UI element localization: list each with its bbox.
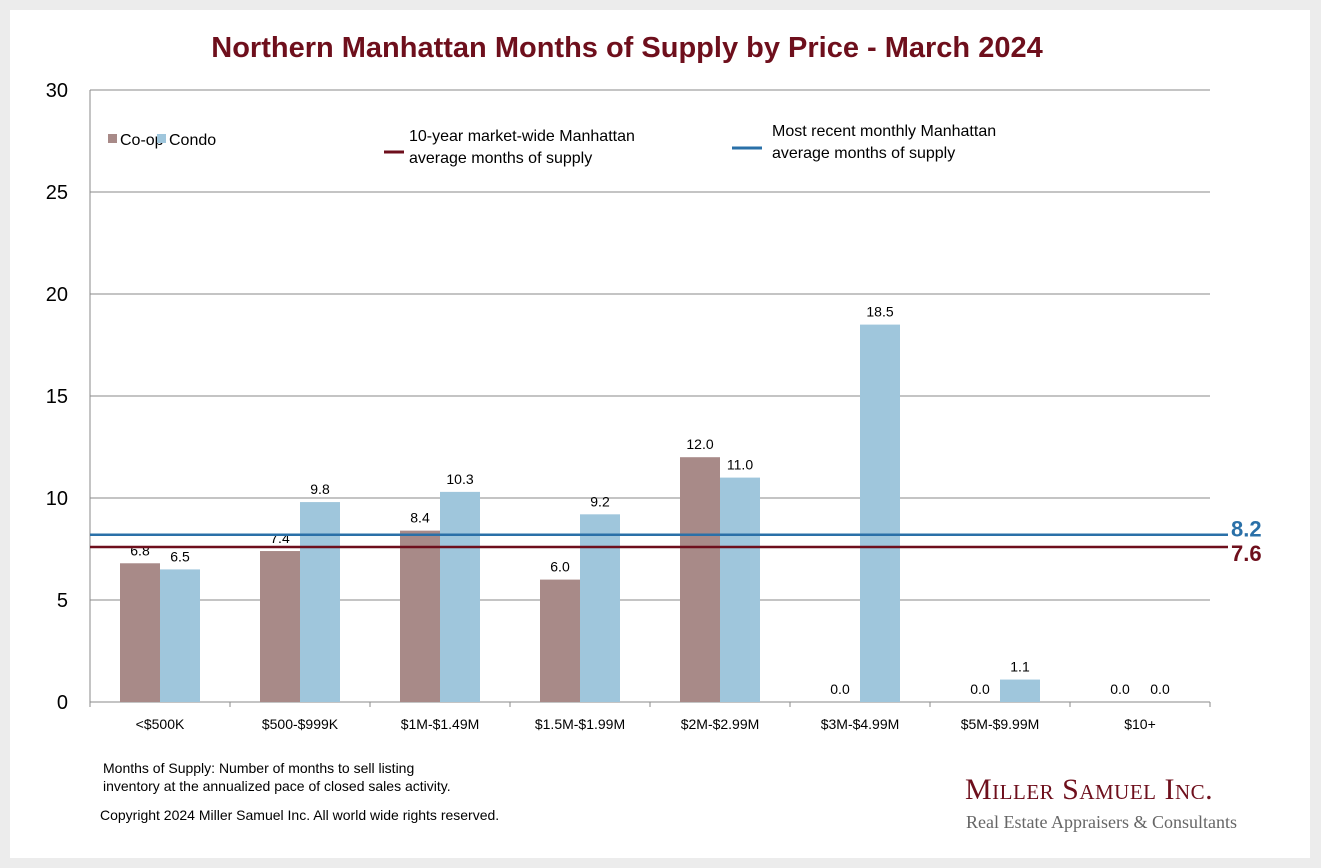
legend-label: Most recent monthly Manhattan: [772, 123, 996, 140]
data-label: 6.5: [170, 548, 190, 564]
data-label: 6.0: [550, 559, 570, 575]
legend-label: Condo: [169, 132, 216, 149]
y-tick-label: 5: [57, 590, 68, 612]
bar-co-op: [260, 551, 300, 702]
y-tick-label: 25: [46, 182, 68, 204]
definition-line-2: inventory at the annualized pace of clos…: [103, 778, 451, 794]
bar-co-op: [120, 563, 160, 702]
x-tick-label: $10+: [1124, 716, 1156, 732]
data-label: 7.4: [270, 530, 290, 546]
legend-label: Co-op: [120, 132, 164, 149]
data-label: 0.0: [970, 681, 990, 697]
y-tick-label: 20: [46, 284, 68, 306]
reference-line-label: 8.2: [1231, 517, 1262, 542]
legend-label: average months of supply: [772, 145, 955, 162]
definition-line-1: Months of Supply: Number of months to se…: [103, 760, 415, 776]
y-tick-label: 30: [46, 80, 68, 102]
reference-line-label: 7.6: [1231, 541, 1262, 566]
data-label: 18.5: [866, 304, 893, 320]
x-tick-label: <$500K: [136, 716, 185, 732]
data-label: 10.3: [446, 471, 473, 487]
x-tick-label: $3M-$4.99M: [821, 716, 900, 732]
x-tick-label: $1.5M-$1.99M: [535, 716, 625, 732]
data-label: 0.0: [1150, 681, 1170, 697]
x-tick-label: $2M-$2.99M: [681, 716, 760, 732]
y-tick-label: 10: [46, 488, 68, 510]
legend-label: average months of supply: [409, 150, 592, 167]
data-label: 9.2: [590, 493, 610, 509]
data-label: 0.0: [1110, 681, 1130, 697]
bar-condo: [300, 502, 340, 702]
copyright-note: Copyright 2024 Miller Samuel Inc. All wo…: [100, 807, 500, 823]
bar-co-op: [680, 457, 720, 702]
data-label: 11.0: [727, 457, 753, 473]
data-label: 12.0: [686, 436, 713, 452]
chart-title: Northern Manhattan Months of Supply by P…: [211, 32, 1043, 64]
data-label: 0.0: [830, 681, 850, 697]
bar-condo: [580, 514, 620, 702]
logo-name: Miller Samuel Inc.: [965, 773, 1214, 806]
x-tick-label: $500-$999K: [262, 716, 339, 732]
legend-label: 10-year market-wide Manhattan: [409, 128, 635, 145]
data-label: 9.8: [310, 481, 330, 497]
y-tick-label: 0: [57, 692, 68, 714]
data-label: 8.4: [410, 510, 430, 526]
bar-co-op: [540, 579, 580, 702]
y-tick-label: 15: [46, 386, 68, 408]
bar-condo: [160, 569, 200, 702]
data-label: 1.1: [1010, 659, 1030, 675]
logo-tagline: Real Estate Appraisers & Consultants: [966, 812, 1237, 832]
legend-swatch-condo: [157, 134, 166, 143]
bar-co-op: [400, 530, 440, 702]
bar-condo: [720, 477, 760, 702]
legend-swatch-coop: [108, 134, 117, 143]
x-tick-label: $5M-$9.99M: [961, 716, 1040, 732]
chart-card: [10, 10, 1310, 858]
bar-condo: [440, 491, 480, 702]
bar-condo: [860, 324, 900, 702]
bar-condo: [1000, 679, 1040, 702]
data-label: 6.8: [130, 542, 150, 558]
definition-note: Months of Supply: Number of months to se…: [103, 759, 451, 795]
x-tick-label: $1M-$1.49M: [401, 716, 480, 732]
